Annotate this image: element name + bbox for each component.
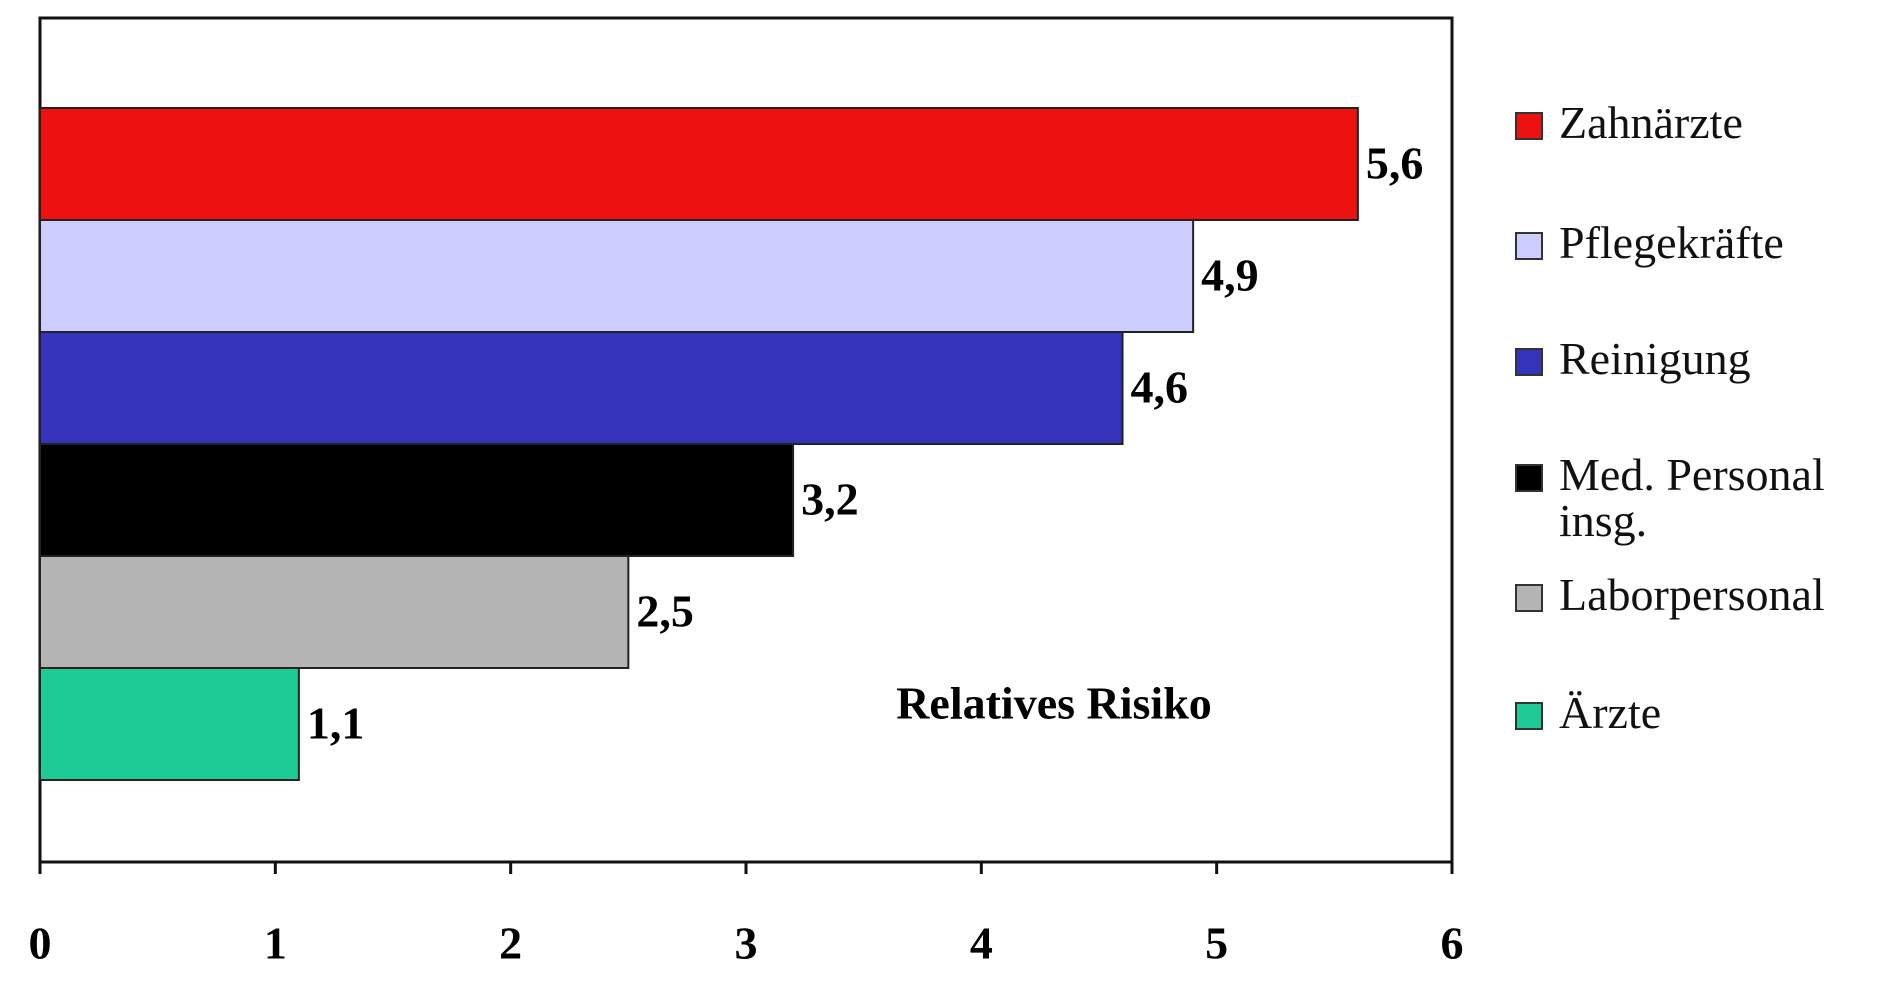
annotation: Relatives Risiko bbox=[896, 678, 1212, 729]
bar bbox=[39, 667, 300, 781]
x-tick-label: 0 bbox=[29, 918, 52, 969]
legend-swatch bbox=[1515, 464, 1543, 492]
legend-label: Pflegekräfte bbox=[1559, 217, 1784, 268]
value-label: 5,6 bbox=[1366, 138, 1424, 189]
bar bbox=[39, 443, 795, 557]
value-label: 1,1 bbox=[307, 698, 365, 749]
legend-entry: Med. Personal insg. bbox=[1515, 452, 1889, 544]
legend-entry: Zahnärzte bbox=[1515, 100, 1889, 146]
x-tick-label: 3 bbox=[735, 918, 758, 969]
legend-label: Reinigung bbox=[1559, 333, 1751, 384]
x-tick-label: 4 bbox=[970, 918, 993, 969]
bar bbox=[39, 555, 630, 669]
legend-label: Med. Personal insg. bbox=[1559, 449, 1825, 546]
bar bbox=[39, 107, 1359, 221]
value-label: 4,9 bbox=[1201, 250, 1259, 301]
legend-swatch bbox=[1515, 348, 1543, 376]
x-tick-label: 2 bbox=[499, 918, 522, 969]
chart: Relatives Risiko 0 1 2 3 4 5 6 5,6 4,9 4,6 3,2 2,5 1… bbox=[29, 16, 1464, 969]
x-tick-label: 6 bbox=[1441, 918, 1464, 969]
legend-swatch bbox=[1515, 702, 1543, 730]
bar bbox=[39, 331, 1124, 445]
legend-label: Zahnärzte bbox=[1559, 97, 1743, 148]
value-label: 2,5 bbox=[636, 586, 694, 637]
legend-swatch bbox=[1515, 584, 1543, 612]
bar bbox=[39, 219, 1195, 333]
legend-entry: Ärzte bbox=[1515, 690, 1889, 736]
x-tick-label: 5 bbox=[1205, 918, 1228, 969]
legend-entry: Pflegekräfte bbox=[1515, 220, 1889, 266]
x-tick-label: 1 bbox=[264, 918, 287, 969]
legend-label: Ärzte bbox=[1559, 687, 1662, 738]
legend-swatch bbox=[1515, 112, 1543, 140]
legend-swatch bbox=[1515, 232, 1543, 260]
value-label: 4,6 bbox=[1131, 362, 1189, 413]
legend-entry: Reinigung bbox=[1515, 336, 1889, 382]
legend-label: Laborpersonal bbox=[1559, 569, 1825, 620]
legend-entry: Laborpersonal bbox=[1515, 572, 1889, 618]
value-label: 3,2 bbox=[801, 474, 859, 525]
legend: Zahnärzte Pflegekräfte Reinigung Med. Perso… bbox=[1515, 0, 1900, 998]
